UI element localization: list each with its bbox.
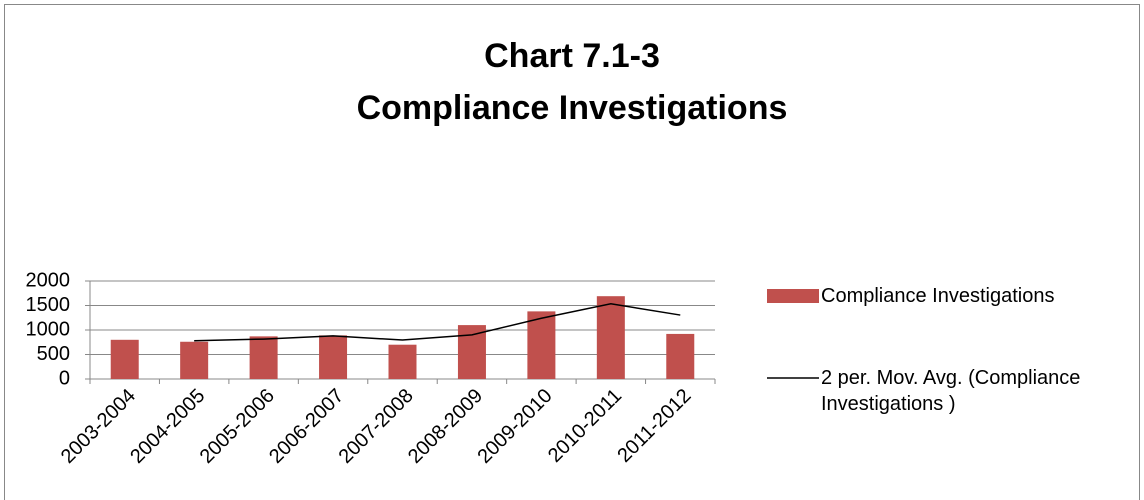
legend-swatch [767, 289, 819, 303]
bar [457, 325, 486, 379]
chart-frame [4, 4, 1140, 500]
bar [596, 296, 625, 379]
bar [527, 311, 556, 379]
bar [180, 341, 209, 379]
bar [249, 336, 278, 379]
chart-title: Compliance Investigations [357, 89, 788, 127]
moving-average-line [194, 303, 681, 342]
y-tick-label: 1000 [26, 318, 71, 340]
y-tick-label: 1500 [26, 294, 71, 316]
legend-label: Compliance Investigations [821, 285, 1055, 307]
chart-title: Chart 7.1-3 [484, 37, 660, 75]
bar [110, 339, 139, 379]
y-tick-label: 500 [37, 343, 70, 365]
y-tick-label: 0 [59, 367, 70, 389]
legend-label: 2 per. Mov. Avg. (Compliance Investigati… [821, 367, 1081, 415]
y-tick-label: 2000 [26, 269, 71, 291]
bar [666, 333, 695, 379]
bar [388, 344, 417, 379]
bar [319, 335, 348, 379]
